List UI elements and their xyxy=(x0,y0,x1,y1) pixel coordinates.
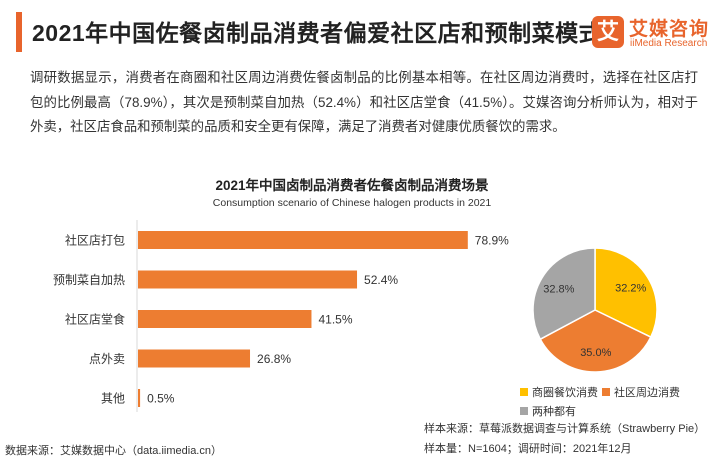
logo-mark: 艾 xyxy=(592,16,624,48)
legend-swatch-shangquan xyxy=(520,388,528,397)
bar-category-label: 点外卖 xyxy=(89,352,125,366)
sample-source-note: 样本来源：草莓派数据调查与计算系统（Strawberry Pie） xyxy=(424,423,706,435)
legend-item-shangquan: 商圈餐饮消费 xyxy=(520,384,598,400)
bar-category-label: 其他 xyxy=(101,392,125,406)
bar-chart-subtitle: Consumption scenario of Chinese halogen … xyxy=(212,197,492,209)
bar-value-label: 52.4% xyxy=(364,273,398,287)
bar-chart-title: 2021年中国卤制品消费者佐餐卤制品消费场景 xyxy=(215,178,489,193)
bar xyxy=(138,349,251,368)
bar-category-label: 社区店打包 xyxy=(65,233,125,248)
pie-chart: 32.2% 35.0% 32.8% xyxy=(532,247,658,373)
title-accent-bar xyxy=(16,12,22,52)
bar xyxy=(138,231,468,249)
logo-name-cn: 艾媒咨询 xyxy=(629,19,710,40)
bar-value-label: 0.5% xyxy=(147,392,175,406)
pie-value-label: 35.0% xyxy=(580,347,611,359)
legend-label-both: 两种都有 xyxy=(532,406,576,418)
legend-swatch-shequ xyxy=(602,388,610,397)
bar-value-label: 26.8% xyxy=(257,352,291,366)
legend-label-shangquan: 商圈餐饮消费 xyxy=(532,387,598,399)
bar xyxy=(138,270,358,289)
legend-swatch-both xyxy=(520,407,528,416)
pie-slice xyxy=(532,247,596,341)
bar xyxy=(138,389,141,407)
pie-value-label: 32.2% xyxy=(615,283,646,295)
pie-slice xyxy=(539,309,652,373)
page-title: 2021年中国佐餐卤制品消费者偏爱社区店和预制菜模式 xyxy=(32,20,603,46)
legend-item-both: 两种都有 xyxy=(520,403,576,419)
bar-category-label: 社区店堂食 xyxy=(65,312,125,327)
legend-item-shequ: 社区周边消费 xyxy=(602,384,680,400)
sample-size-note: 样本量：N=1604；调研时间：2021年12月 xyxy=(424,443,632,455)
data-source-note: 数据来源：艾媒数据中心（data.iimedia.cn） xyxy=(5,445,222,457)
intro-paragraph: 调研数据显示，消费者在商圈和社区周边消费佐餐卤制品的比例基本相等。在社区周边消费… xyxy=(30,70,698,134)
bar-value-label: 78.9% xyxy=(475,234,509,248)
logo-name-en: iiMedia Research xyxy=(630,38,708,49)
bar-category-label: 预制菜自加热 xyxy=(53,273,125,287)
brand-logo: 艾 艾媒咨询 iiMedia Research xyxy=(592,16,712,56)
legend-label-shequ: 社区周边消费 xyxy=(614,387,680,399)
bar xyxy=(138,310,312,328)
bar-value-label: 41.5% xyxy=(318,313,352,327)
pie-slice xyxy=(594,247,658,339)
pie-value-label: 32.8% xyxy=(543,283,574,295)
bar-chart: 社区店打包 78.9% 预制菜自加热 52.4% 社区店堂食 41.5% 点外卖 26.8% 其… xyxy=(53,220,509,412)
